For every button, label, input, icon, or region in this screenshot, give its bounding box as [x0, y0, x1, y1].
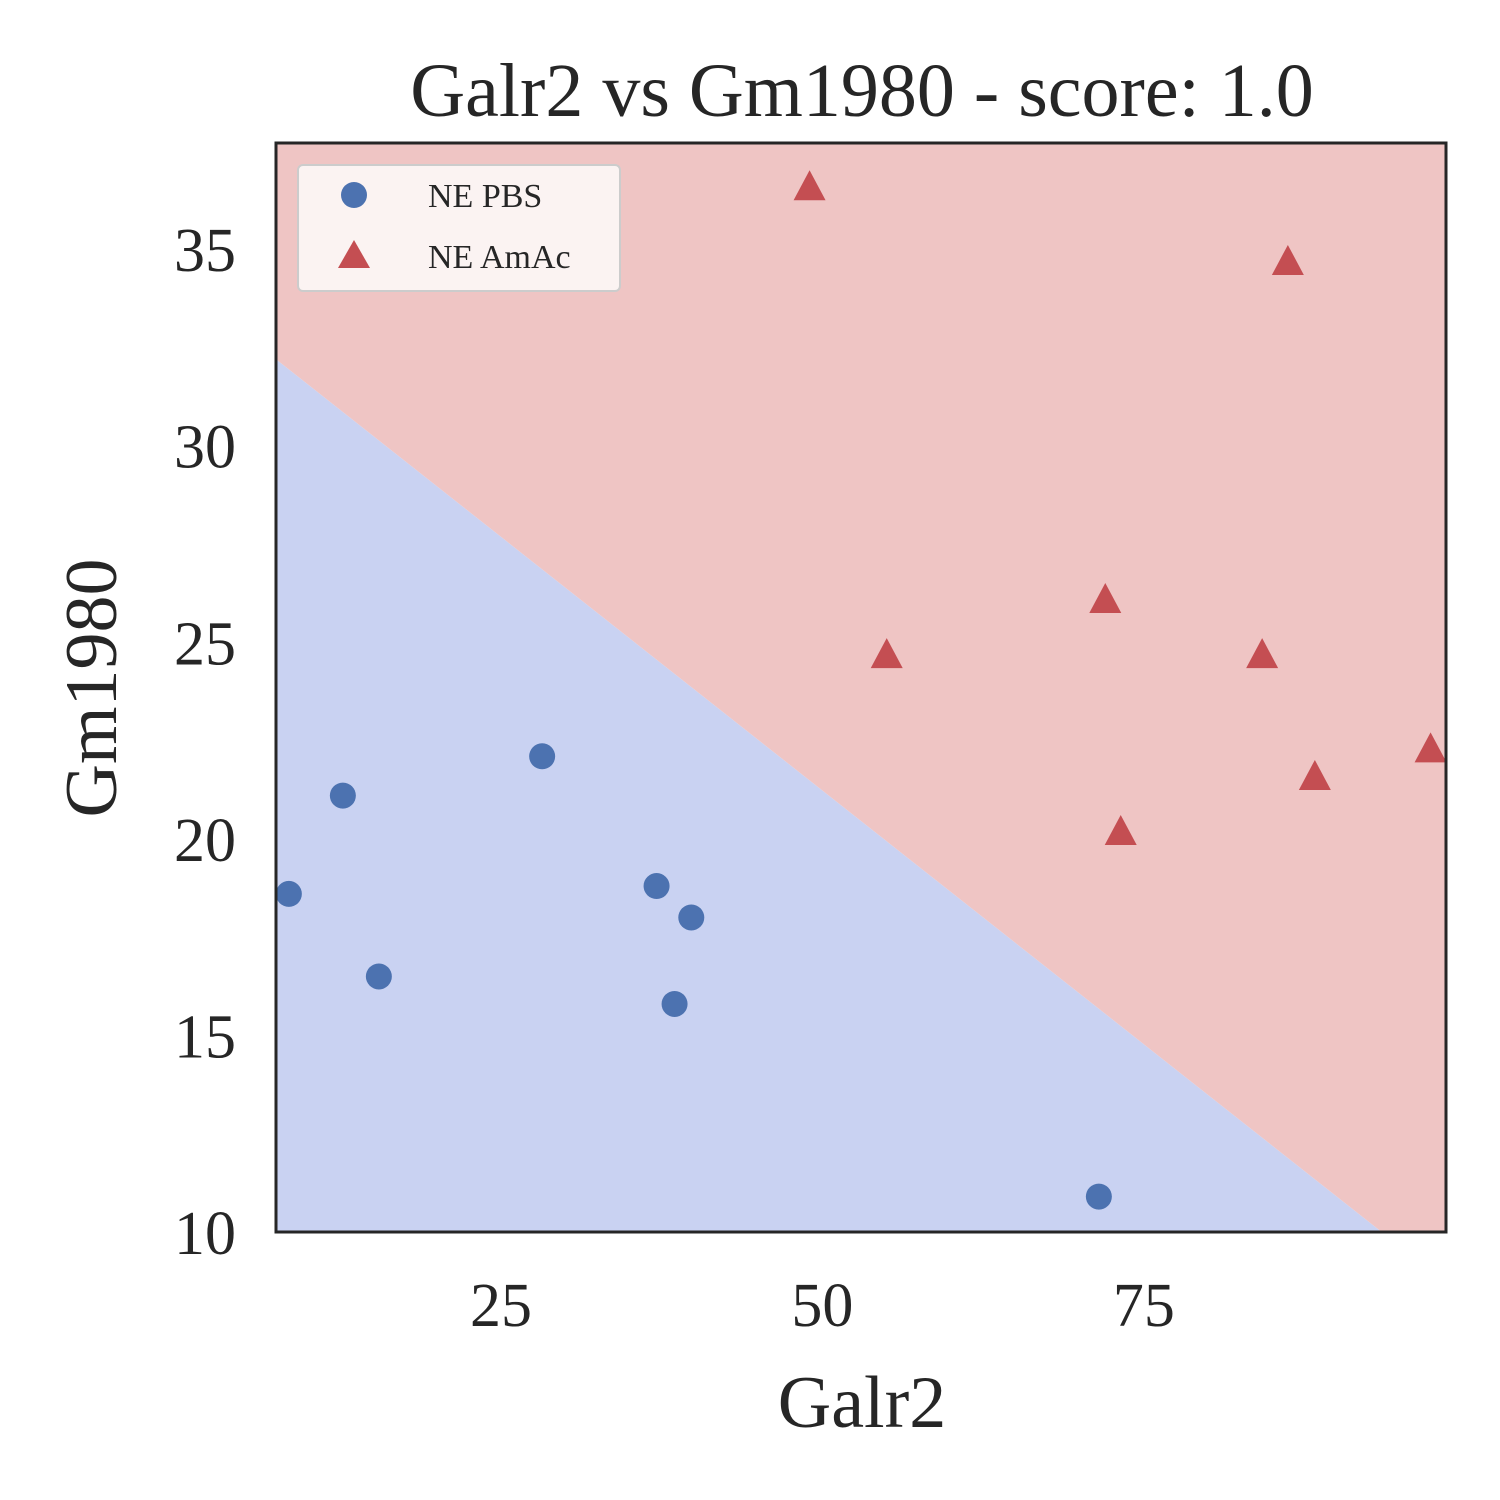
point-ne-pbs-7	[1085, 1183, 1112, 1210]
point-ne-amac-4	[1246, 638, 1279, 669]
point-ne-amac-2	[1089, 583, 1122, 614]
point-ne-pbs-6	[678, 904, 705, 931]
legend-label-ne-pbs: NE PBS	[428, 178, 542, 215]
y-tick-label-3: 25	[174, 610, 236, 678]
chart-title: Galr2 vs Gm1980 - score: 1.0	[410, 49, 1313, 133]
point-ne-amac-5	[1271, 244, 1304, 275]
plot-frame	[274, 141, 1448, 1234]
x-tick-label-0: 25	[470, 1272, 532, 1340]
region-ne-amac	[276, 143, 1446, 1232]
legend-marker-ne-pbs	[341, 182, 367, 208]
y-tick-label-1: 15	[174, 1003, 236, 1071]
x-tick-label-2: 75	[1113, 1272, 1175, 1340]
y-tick-label-5: 35	[174, 217, 236, 285]
point-ne-amac-3	[1104, 814, 1137, 845]
y-axis-label: Gm1980	[51, 559, 133, 818]
x-axis-label: Galr2	[778, 1362, 947, 1444]
data-points	[275, 170, 1447, 1210]
point-ne-pbs-0	[275, 880, 302, 907]
point-ne-pbs-5	[661, 990, 688, 1017]
y-tick-label-4: 30	[174, 414, 236, 482]
point-ne-amac-7	[1414, 732, 1447, 763]
x-tick-label-1: 50	[791, 1272, 853, 1340]
point-ne-pbs-4	[643, 873, 670, 900]
legend-label-ne-amac: NE AmAc	[428, 239, 571, 276]
legend-box	[297, 164, 621, 292]
point-ne-amac-0	[793, 170, 826, 201]
legend: NE PBS NE AmAc	[297, 164, 621, 292]
point-ne-amac-6	[1298, 759, 1331, 790]
x-tick-labels: 25 50 75	[470, 1272, 1175, 1340]
legend-marker-ne-amac	[338, 240, 370, 268]
point-ne-amac-1	[870, 638, 903, 669]
region-ne-pbs	[276, 359, 1382, 1233]
point-ne-pbs-2	[365, 963, 392, 990]
plot-area	[274, 141, 1448, 1234]
point-ne-pbs-1	[329, 782, 356, 809]
point-ne-pbs-3	[529, 743, 556, 770]
y-tick-label-0: 10	[174, 1200, 236, 1268]
y-tick-label-2: 20	[174, 807, 236, 875]
y-tick-labels: 10 15 20 25 30 35	[174, 217, 236, 1268]
